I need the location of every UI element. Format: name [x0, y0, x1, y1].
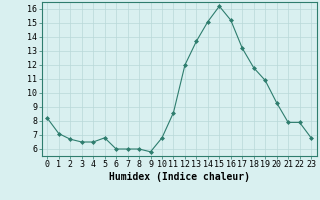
- X-axis label: Humidex (Indice chaleur): Humidex (Indice chaleur): [109, 172, 250, 182]
